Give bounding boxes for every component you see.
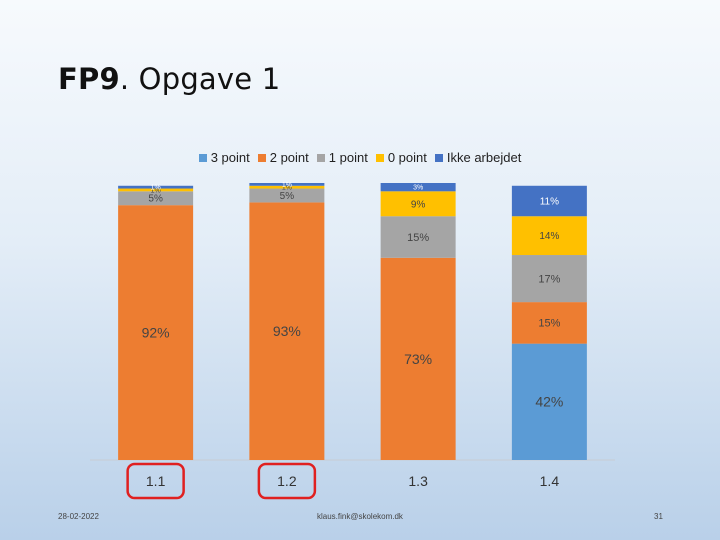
- bar-segment-1-point-1-3: [380, 216, 456, 258]
- slide-title: FP9. Opgave 1: [58, 62, 280, 96]
- data-label-1-point-1-1: 5%: [148, 194, 163, 205]
- bar-segment-ikke-arbejdet-1-3: [380, 183, 456, 192]
- chart-legend: 3 point 2 point 1 point 0 point Ikke arb…: [0, 150, 720, 165]
- legend-swatch-0-point: [375, 153, 384, 162]
- data-label-ikke-arbejdet-1-3: 3%: [413, 185, 423, 192]
- data-label-1-point-1-3: 15%: [407, 232, 429, 244]
- data-label-2-point-1-1: 92%: [142, 324, 170, 340]
- data-label-0-point-1-3: 9%: [411, 199, 426, 210]
- data-label-1-point-1-4: 17%: [538, 273, 560, 285]
- bar-segment-0-point-1-1: [118, 188, 194, 192]
- category-label-1-1: 1.1: [146, 473, 166, 489]
- category-label-1-3: 1.3: [408, 473, 428, 489]
- data-label-ikke-arbejdet-1-2: 1%: [282, 182, 292, 189]
- data-label-3-point-1-4: 42%: [535, 394, 563, 410]
- legend-item-0-point: 0 point: [375, 150, 427, 165]
- data-label-0-point-1-1: 1%: [151, 187, 161, 194]
- footer-date: 28-02-2022: [58, 512, 99, 521]
- bar-segment-2-point-1-3: [380, 257, 456, 460]
- data-label-2-point-1-3: 73%: [404, 351, 432, 367]
- title-bold-part: FP9: [58, 62, 120, 96]
- bar-segment-1-point-1-4: [511, 255, 587, 303]
- legend-item-3-point: 3 point: [198, 150, 250, 165]
- bar-segment-2-point-1-2: [249, 202, 325, 460]
- footer-email: klaus.fink@skolekom.dk: [317, 512, 403, 521]
- data-label-0-point-1-4: 14%: [539, 231, 559, 242]
- legend-label-2-point: 2 point: [269, 150, 309, 165]
- legend-label-0-point: 0 point: [387, 150, 427, 165]
- data-label-1-point-1-2: 5%: [280, 191, 295, 202]
- data-label-2-point-1-4: 15%: [538, 318, 560, 330]
- footer-page-number: 31: [654, 512, 663, 521]
- title-rest-part: . Opgave 1: [119, 62, 281, 96]
- category-label-1-4: 1.4: [540, 473, 560, 489]
- bar-segment-1-point-1-1: [118, 191, 194, 206]
- legend-swatch-2-point: [257, 153, 266, 162]
- bar-segment-0-point-1-2: [249, 185, 325, 189]
- legend-item-ikke-arbejdet: Ikke arbejdet: [434, 150, 522, 165]
- legend-item-1-point: 1 point: [316, 150, 368, 165]
- bar-segment-ikke-arbejdet-1-2: [249, 183, 325, 186]
- legend-label-3-point: 3 point: [210, 150, 250, 165]
- legend-swatch-1-point: [316, 153, 325, 162]
- bar-segment-2-point-1-4: [511, 302, 587, 344]
- legend-swatch-3-point: [198, 153, 207, 162]
- bar-segment-0-point-1-3: [380, 191, 456, 217]
- highlight-box-1-1: [126, 462, 185, 500]
- bar-segment-2-point-1-1: [118, 205, 194, 460]
- data-label-0-point-1-2: 1%: [282, 185, 292, 192]
- highlight-box-1-2: [257, 462, 317, 500]
- bar-segment-0-point-1-4: [511, 216, 587, 256]
- data-label-ikke-arbejdet-1-1: 1%: [151, 185, 161, 192]
- bar-segment-ikke-arbejdet-1-4: [511, 185, 587, 217]
- legend-swatch-ikke-arbejdet: [434, 153, 443, 162]
- legend-label-ikke-arbejdet: Ikke arbejdet: [446, 150, 522, 165]
- bar-segment-3-point-1-4: [511, 343, 587, 460]
- legend-item-2-point: 2 point: [257, 150, 309, 165]
- bar-segment-ikke-arbejdet-1-1: [118, 185, 194, 189]
- category-label-1-2: 1.2: [277, 473, 297, 489]
- bar-segment-1-point-1-2: [249, 188, 325, 203]
- legend-label-1-point: 1 point: [328, 150, 368, 165]
- data-label-ikke-arbejdet-1-4: 11%: [540, 197, 559, 208]
- data-label-2-point-1-2: 93%: [273, 323, 301, 339]
